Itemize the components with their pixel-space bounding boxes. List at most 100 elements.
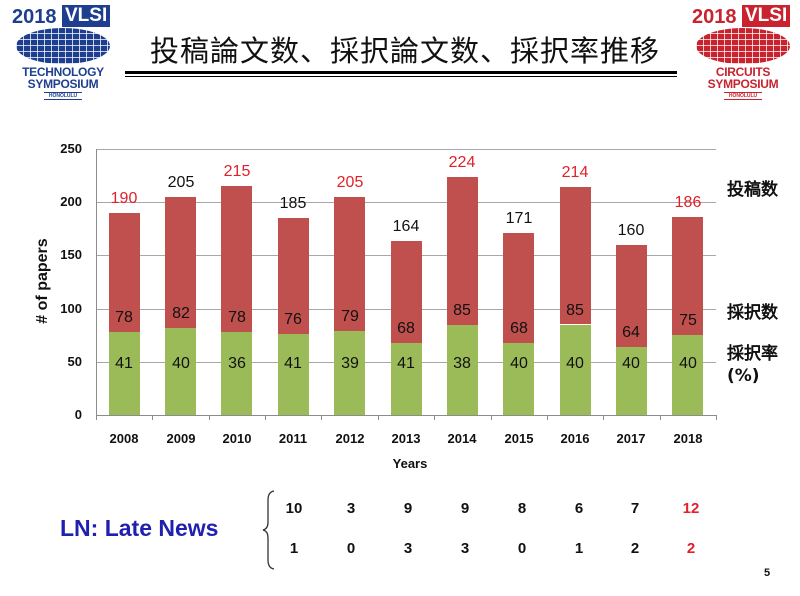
late-news-accepted-value: 0 xyxy=(517,540,527,557)
accepted-value-label: 68 xyxy=(510,320,528,337)
logo-year: 2018 xyxy=(12,6,57,28)
accepted-value-label: 78 xyxy=(228,309,246,326)
wafer-globe-icon xyxy=(16,28,110,64)
late-news-submitted-value: 9 xyxy=(403,500,413,517)
rate-value-label: 40 xyxy=(679,355,697,372)
gridline xyxy=(96,149,716,150)
logo-line1: CIRCUITS xyxy=(715,65,771,79)
logo-year: 2018 xyxy=(692,6,737,28)
late-news-accepted-value: 0 xyxy=(346,540,356,557)
rate-value-label: 39 xyxy=(341,355,359,372)
slide-title: 投稿論文数、採択論文数、採択率推移 xyxy=(149,34,660,68)
total-value-label: 185 xyxy=(279,195,307,212)
x-tick-mark xyxy=(321,415,322,420)
rate-value-label: 40 xyxy=(510,355,528,372)
legend-rate: 採択率 xyxy=(727,344,778,364)
accepted-value-label: 85 xyxy=(453,302,471,319)
logo-badge: VLSI xyxy=(742,5,791,27)
total-value-label: 160 xyxy=(617,222,645,239)
x-tick-label: 2013 xyxy=(391,431,421,446)
rate-value-label: 38 xyxy=(453,355,471,372)
total-value-label: 215 xyxy=(223,163,251,180)
logo-line3: HONOLULU xyxy=(724,92,762,100)
bar-accepted xyxy=(221,332,252,415)
bar-submitted xyxy=(391,241,422,343)
x-tick-mark xyxy=(96,415,97,420)
bar-submitted xyxy=(503,233,534,343)
logo-badge: VLSI xyxy=(62,5,111,27)
stacked-bar-chart: 0 50 100 150 200 250 190 78 41 2008 205 82 40 2009 215… xyxy=(60,142,717,446)
bar-accepted xyxy=(165,328,196,415)
page-number: 5 xyxy=(764,567,771,579)
total-value-label: 224 xyxy=(448,154,476,171)
late-news-submitted-value: 12 xyxy=(682,500,700,517)
legend-accepted: 採択数 xyxy=(727,303,778,323)
accepted-value-label: 68 xyxy=(397,320,415,337)
accepted-value-label: 85 xyxy=(566,302,584,319)
x-tick-label: 2014 xyxy=(447,431,477,446)
bar-accepted xyxy=(616,347,647,415)
x-tick-label: 2015 xyxy=(504,431,534,446)
x-tick-mark xyxy=(491,415,492,420)
logo-line3: HONOLULU xyxy=(44,92,82,100)
late-news-accepted-value: 3 xyxy=(403,540,413,557)
x-tick-mark xyxy=(265,415,266,420)
late-news-accepted-value: 2 xyxy=(686,540,696,557)
bar-accepted xyxy=(334,331,365,415)
x-tick-mark xyxy=(660,415,661,420)
x-axis-title: Years xyxy=(392,456,428,471)
total-value-label: 205 xyxy=(336,174,364,191)
bar-submitted xyxy=(109,213,140,332)
late-news-submitted-value: 3 xyxy=(346,500,356,517)
bar-accepted xyxy=(503,343,534,415)
late-news-accepted-value: 2 xyxy=(630,540,640,557)
late-news-accepted-value: 1 xyxy=(289,540,299,557)
rate-value-label: 40 xyxy=(622,355,640,372)
logo-line2: SYMPOSIUM xyxy=(707,77,779,91)
x-tick-label: 2009 xyxy=(166,431,196,446)
bar-accepted xyxy=(109,332,140,415)
logo-line2: SYMPOSIUM xyxy=(27,77,99,91)
total-value-label: 190 xyxy=(110,190,138,207)
accepted-value-label: 82 xyxy=(172,305,190,322)
vlsi-circuits-logo: 2018 VLSI CIRCUITS SYMPOSIUM HONOLULU xyxy=(684,2,800,102)
x-tick-label: 2012 xyxy=(335,431,365,446)
x-tick-mark xyxy=(434,415,435,420)
bar-submitted xyxy=(334,197,365,331)
late-news-accepted-value: 1 xyxy=(574,540,584,557)
legend-rate-unit: (%) xyxy=(727,366,760,386)
x-tick-mark xyxy=(716,415,717,420)
total-value-label: 171 xyxy=(505,210,533,227)
bar-submitted xyxy=(616,245,647,347)
total-value-label: 164 xyxy=(392,218,420,235)
x-tick-label: 2017 xyxy=(616,431,646,446)
title-underline xyxy=(125,71,677,74)
rate-value-label: 40 xyxy=(566,355,584,372)
wafer-globe-icon xyxy=(696,28,790,64)
late-news-submitted-value: 10 xyxy=(285,500,303,517)
x-tick-mark xyxy=(209,415,210,420)
accepted-value-label: 76 xyxy=(284,311,302,328)
late-news-submitted-value: 8 xyxy=(517,500,527,517)
accepted-value-label: 78 xyxy=(115,309,133,326)
x-tick-mark xyxy=(547,415,548,420)
vlsi-technology-logo: 2018 VLSI TECHNOLOGY SYMPOSIUM HONOLULU xyxy=(4,2,122,102)
total-value-label: 214 xyxy=(561,164,589,181)
y-tick-label: 0 xyxy=(74,407,82,422)
x-tick-label: 2016 xyxy=(560,431,590,446)
bar-accepted xyxy=(560,325,591,415)
bar-accepted xyxy=(278,334,309,415)
curly-brace-icon xyxy=(262,490,275,570)
legend-submitted: 投稿数 xyxy=(727,180,778,200)
x-tick-mark xyxy=(378,415,379,420)
late-news-accepted-value: 3 xyxy=(460,540,470,557)
accepted-value-label: 79 xyxy=(341,308,359,325)
x-tick-mark xyxy=(152,415,153,420)
total-value-label: 186 xyxy=(674,194,702,211)
bar-submitted xyxy=(560,187,591,324)
accepted-value-label: 64 xyxy=(622,324,640,341)
title-underline-thin xyxy=(125,76,677,77)
bar-accepted xyxy=(391,343,422,415)
bar-accepted xyxy=(672,335,703,415)
gridline xyxy=(96,202,716,203)
